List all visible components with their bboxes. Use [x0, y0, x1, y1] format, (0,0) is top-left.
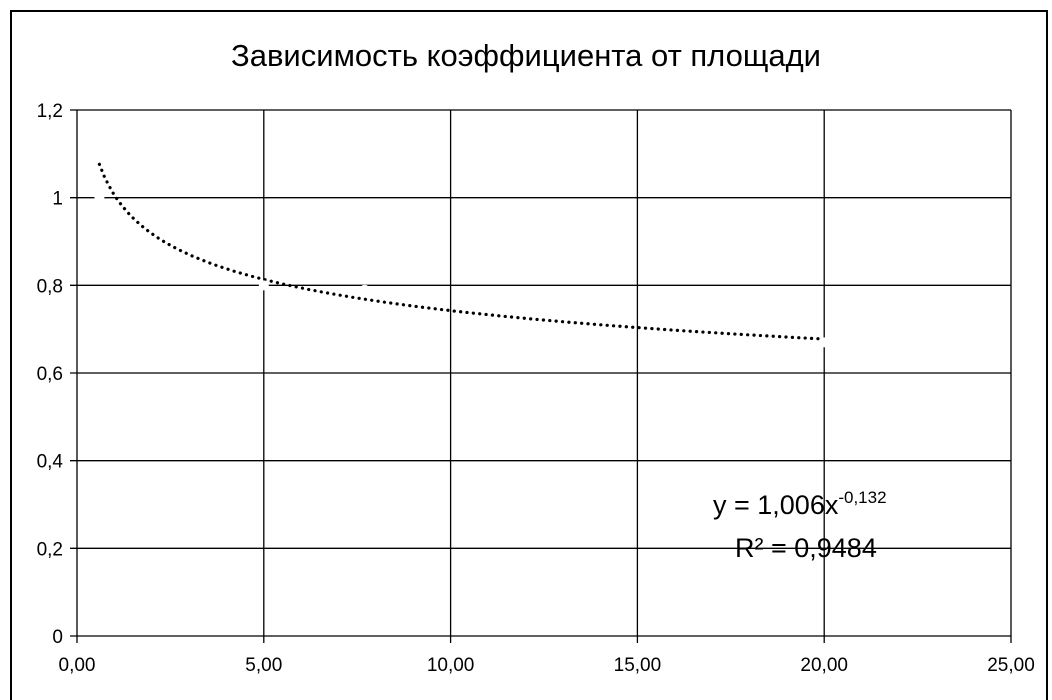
y-tick-label: 0,6 — [37, 364, 63, 385]
x-tick-label: 15,00 — [614, 655, 662, 676]
equation-exponent: -0,132 — [838, 488, 886, 507]
x-tick-label: 20,00 — [800, 655, 848, 676]
equation-base: y = 1,006x — [713, 490, 839, 520]
y-tick-label: 0,2 — [37, 539, 63, 560]
trendline — [97, 162, 826, 341]
data-point — [819, 337, 830, 348]
y-tick-label: 1,2 — [37, 101, 63, 122]
trendline-equation: y = 1,006x-0,132 R² = 0,9484 — [713, 488, 887, 563]
equation-text: y = 1,006x-0,132 — [713, 488, 887, 520]
x-tick-label: 5,00 — [245, 655, 282, 676]
y-tick-label: 1 — [52, 189, 63, 210]
data-point — [359, 284, 370, 295]
x-tick-label: 0,00 — [59, 655, 96, 676]
y-axis-tick-labels: 0 0,2 0,4 0,6 0,8 1 1,2 — [37, 101, 64, 648]
y-tick-label: 0,8 — [37, 276, 63, 297]
data-point — [94, 192, 105, 203]
trendline-path — [97, 162, 826, 341]
chart-frame — [10, 10, 1048, 700]
x-tick-label: 10,00 — [427, 655, 475, 676]
data-points — [94, 192, 830, 348]
data-point — [258, 280, 269, 291]
x-tick-label: 25,00 — [987, 655, 1035, 676]
grid-lines — [70, 109, 1012, 643]
y-tick-label: 0,4 — [37, 452, 64, 473]
x-axis-tick-labels: 0,00 5,00 10,00 15,00 20,00 25,00 — [59, 655, 1035, 676]
r-squared-text: R² = 0,9484 — [735, 533, 877, 563]
chart-title: Зависимость коэффициента от площади — [231, 38, 821, 73]
y-tick-label: 0 — [52, 627, 63, 648]
